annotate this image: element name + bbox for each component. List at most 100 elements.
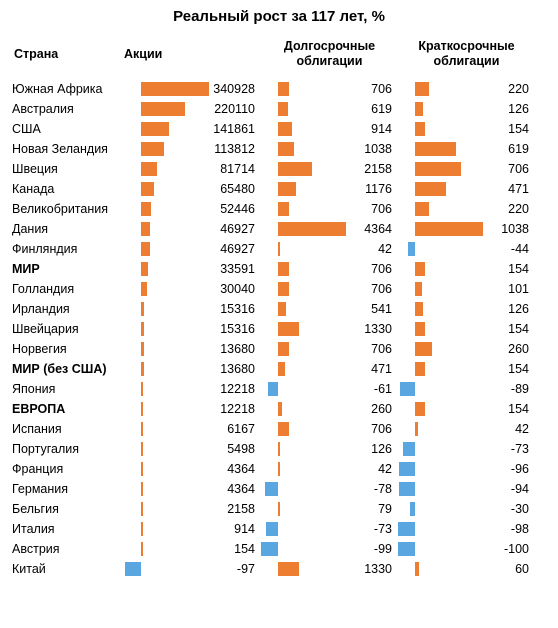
bar-zone xyxy=(398,202,483,216)
bar xyxy=(141,122,169,136)
data-row: Португалия5498126-73 xyxy=(12,439,546,459)
bar xyxy=(278,262,289,276)
bar-value: -61 xyxy=(346,382,398,396)
bar-zone xyxy=(124,562,209,576)
bar-value: -97 xyxy=(209,562,261,576)
bar-block: 141861 xyxy=(124,122,261,136)
bar-block: 13680 xyxy=(124,342,261,356)
bar-zone xyxy=(398,142,483,156)
bar-value: 42 xyxy=(346,242,398,256)
bar-block: 260 xyxy=(398,342,535,356)
data-row: Япония12218-61-89 xyxy=(12,379,546,399)
bar-zone xyxy=(124,462,209,476)
bar-zone xyxy=(398,522,483,536)
bar xyxy=(415,282,422,296)
bar-block: 1038 xyxy=(398,222,535,236)
bar-zone xyxy=(398,382,483,396)
bar-block: -30 xyxy=(398,502,535,516)
bar-block: 126 xyxy=(261,442,398,456)
country-label: Бельгия xyxy=(12,502,124,516)
bar xyxy=(410,502,415,516)
bar xyxy=(278,282,289,296)
data-row: МИР33591706154 xyxy=(12,259,546,279)
bar-block: -96 xyxy=(398,462,535,476)
bar-zone xyxy=(261,502,346,516)
data-row: Германия4364-78-94 xyxy=(12,479,546,499)
bar xyxy=(141,322,144,336)
bar-zone xyxy=(124,102,209,116)
bar xyxy=(278,142,294,156)
country-label: Ирландия xyxy=(12,302,124,316)
bar-block: 706 xyxy=(261,82,398,96)
bar-block: 101 xyxy=(398,282,535,296)
bar-zone xyxy=(124,362,209,376)
bar-block: 4364 xyxy=(124,482,261,496)
bar-value: 6167 xyxy=(209,422,261,436)
bar-zone xyxy=(261,522,346,536)
bar-zone xyxy=(398,362,483,376)
bar-value: 619 xyxy=(483,142,535,156)
bar-value: 126 xyxy=(483,302,535,316)
bar-zone xyxy=(398,262,483,276)
bar xyxy=(141,442,143,456)
country-label: Япония xyxy=(12,382,124,396)
bar-zone xyxy=(124,242,209,256)
bar-value: 4364 xyxy=(209,462,261,476)
bar-zone xyxy=(398,242,483,256)
data-row: ЕВРОПА12218260154 xyxy=(12,399,546,419)
bar xyxy=(415,322,425,336)
bar-block: -98 xyxy=(398,522,535,536)
bar-block: 5498 xyxy=(124,442,261,456)
bar-block: 619 xyxy=(398,142,535,156)
bar-zone xyxy=(261,102,346,116)
bar xyxy=(278,402,282,416)
bar-block: 126 xyxy=(398,302,535,316)
data-row: Испания616770642 xyxy=(12,419,546,439)
bar xyxy=(278,422,289,436)
country-label: Дания xyxy=(12,222,124,236)
bar-zone xyxy=(398,162,483,176)
bar-block: 15316 xyxy=(124,302,261,316)
bar xyxy=(398,522,415,536)
bar-block: -97 xyxy=(124,562,261,576)
bar-block: 914 xyxy=(124,522,261,536)
bar xyxy=(415,102,423,116)
bar-block: 52446 xyxy=(124,202,261,216)
bar-block: 706 xyxy=(261,282,398,296)
bar-zone xyxy=(261,362,346,376)
bar-value: 619 xyxy=(346,102,398,116)
bar xyxy=(278,202,289,216)
bar-block: 60 xyxy=(398,562,535,576)
bar xyxy=(141,162,157,176)
bar xyxy=(399,462,415,476)
bar xyxy=(141,482,143,496)
bar-block: 113812 xyxy=(124,142,261,156)
bar xyxy=(261,542,278,556)
bar-value: -78 xyxy=(346,482,398,496)
bar xyxy=(278,502,280,516)
bar-value: 471 xyxy=(483,182,535,196)
bar-block: 619 xyxy=(261,102,398,116)
bar xyxy=(141,102,185,116)
bar-value: 154 xyxy=(483,362,535,376)
bar-block: 154 xyxy=(124,542,261,556)
bar xyxy=(278,302,286,316)
bar-block: 126 xyxy=(398,102,535,116)
bar-zone xyxy=(261,242,346,256)
bar-zone xyxy=(124,342,209,356)
bar-block: 33591 xyxy=(124,262,261,276)
bar-zone xyxy=(261,482,346,496)
bar-value: 42 xyxy=(346,462,398,476)
bar-value: 2158 xyxy=(346,162,398,176)
bar xyxy=(415,202,429,216)
bar xyxy=(278,222,346,236)
bar-value: 154 xyxy=(209,542,261,556)
bar xyxy=(278,442,280,456)
bar-value: 46927 xyxy=(209,222,261,236)
header-stocks: Акции xyxy=(124,47,261,62)
bar-value: 154 xyxy=(483,122,535,136)
bar xyxy=(278,242,280,256)
country-label: Швейцария xyxy=(12,322,124,336)
bar-block: -73 xyxy=(261,522,398,536)
bar-block: 12218 xyxy=(124,402,261,416)
